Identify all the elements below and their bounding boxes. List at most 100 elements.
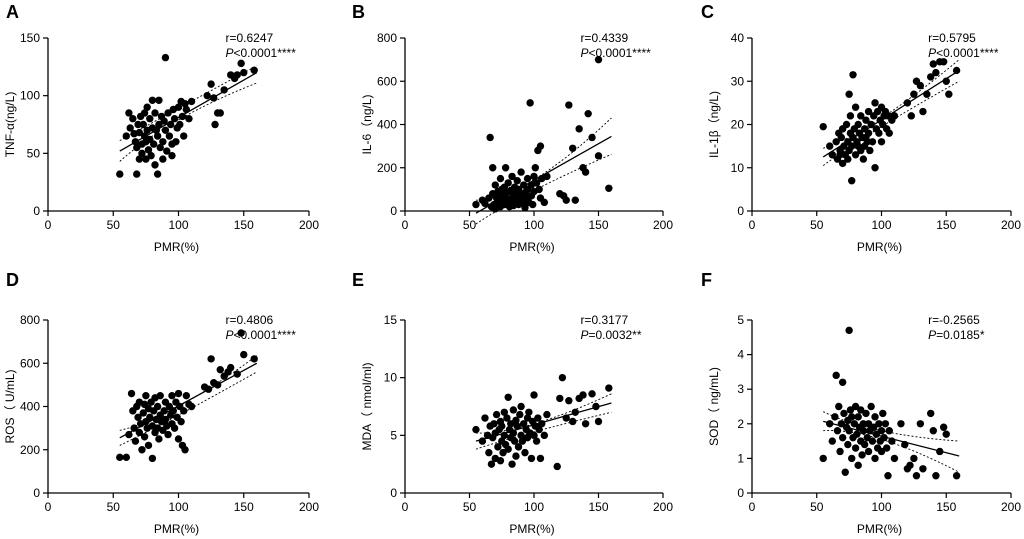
- panel-letter: D: [6, 270, 19, 290]
- data-point: [176, 120, 184, 129]
- data-point: [885, 129, 893, 137]
- data-point: [508, 172, 516, 181]
- data-point: [122, 132, 130, 140]
- data-point: [857, 112, 865, 120]
- data-point: [481, 414, 489, 422]
- p-value: P=0.0185*: [928, 328, 985, 342]
- data-point: [579, 391, 587, 399]
- data-point: [521, 204, 529, 212]
- data-point: [140, 433, 149, 441]
- data-point: [919, 465, 927, 473]
- data-point: [851, 444, 860, 452]
- y-tick-label: 30: [731, 74, 745, 88]
- x-tick-label: 100: [168, 500, 188, 514]
- x-tick-label: 0: [45, 500, 52, 514]
- data-point: [867, 120, 875, 129]
- y-tick-label: 2: [737, 417, 744, 431]
- data-point: [543, 410, 551, 419]
- data-point: [487, 460, 496, 468]
- data-point: [884, 472, 892, 480]
- data-point: [929, 427, 937, 435]
- data-point: [864, 129, 873, 137]
- y-tick-label: 200: [377, 161, 397, 175]
- data-point: [588, 390, 596, 398]
- data-point: [156, 391, 164, 400]
- data-point: [882, 444, 891, 452]
- x-tick-label: 150: [234, 500, 254, 514]
- data-point: [170, 424, 179, 432]
- data-point: [250, 355, 258, 363]
- data-point: [844, 440, 852, 449]
- data-point: [939, 58, 948, 66]
- data-point: [581, 168, 590, 176]
- data-point: [180, 132, 188, 140]
- data-point: [575, 125, 583, 133]
- data-point: [536, 454, 545, 463]
- x-axis-title: PMR(%): [154, 522, 199, 536]
- p-value-text: <0.0001****: [233, 328, 296, 342]
- data-point: [213, 381, 222, 389]
- panel-letter: A: [6, 2, 19, 22]
- data-point: [185, 115, 193, 123]
- data-point: [838, 433, 847, 442]
- data-point: [885, 427, 893, 435]
- p-value-text: =0.0185*: [936, 328, 985, 342]
- data-point: [513, 177, 521, 185]
- x-axis-title: PMR(%): [509, 240, 554, 254]
- data-point: [866, 146, 874, 155]
- data-point: [509, 406, 518, 414]
- data-point: [210, 94, 218, 102]
- y-tick-label: 0: [737, 486, 744, 500]
- data-point: [562, 414, 570, 422]
- y-tick-label: 100: [20, 89, 40, 103]
- data-point: [172, 138, 180, 146]
- data-point: [177, 417, 185, 426]
- data-point: [147, 151, 155, 160]
- data-point: [854, 120, 862, 129]
- panel-b: B 0 50 100 150 200 0 200 400 600 800 PMR(%) IL-6（ng/…: [352, 2, 673, 254]
- data-point: [540, 198, 549, 207]
- data-point: [151, 161, 159, 169]
- data-point: [532, 437, 541, 445]
- data-point: [155, 435, 163, 443]
- data-point: [842, 120, 851, 129]
- data-point: [150, 140, 158, 148]
- data-point: [509, 429, 518, 437]
- data-point: [848, 177, 856, 185]
- p-value: P=0.0032**: [580, 328, 641, 342]
- y-axis-title: SOD（ ng/mL): [707, 367, 721, 446]
- y-tick-label: 150: [20, 31, 40, 45]
- data-point: [182, 391, 191, 400]
- data-point: [504, 445, 512, 453]
- y-tick-label: 50: [27, 146, 41, 160]
- data-point: [481, 199, 489, 208]
- data-point: [835, 402, 843, 411]
- x-tick-label: 200: [1001, 218, 1021, 232]
- data-point: [819, 454, 827, 463]
- data-point: [840, 409, 848, 418]
- data-point: [490, 420, 498, 428]
- data-point: [211, 120, 219, 129]
- data-point: [879, 409, 887, 418]
- data-point: [514, 443, 523, 451]
- data-point: [155, 120, 163, 129]
- data-point: [142, 155, 150, 163]
- x-tick-label: 50: [810, 218, 824, 232]
- r-value: r=0.4339: [580, 31, 628, 45]
- data-point: [858, 451, 866, 459]
- data-point: [565, 397, 573, 405]
- data-point: [531, 164, 539, 172]
- panel-letter: B: [352, 2, 365, 22]
- panel-f: F 0 50 100 150 200 0 1 2 3 4 5 PMR(%) SOD（ ng/mL) r=-0…: [701, 270, 1021, 536]
- y-tick-label: 1: [737, 451, 744, 465]
- ci-lower-band: [119, 82, 257, 162]
- y-axis-title: IL-6（ng/L): [360, 94, 374, 154]
- data-point: [485, 448, 493, 457]
- data-point: [929, 60, 937, 68]
- panel-letter: F: [701, 270, 712, 290]
- y-tick-label: 0: [390, 204, 397, 218]
- data-point: [525, 408, 533, 416]
- data-point: [216, 366, 224, 374]
- data-point: [146, 413, 154, 422]
- data-point: [848, 142, 856, 150]
